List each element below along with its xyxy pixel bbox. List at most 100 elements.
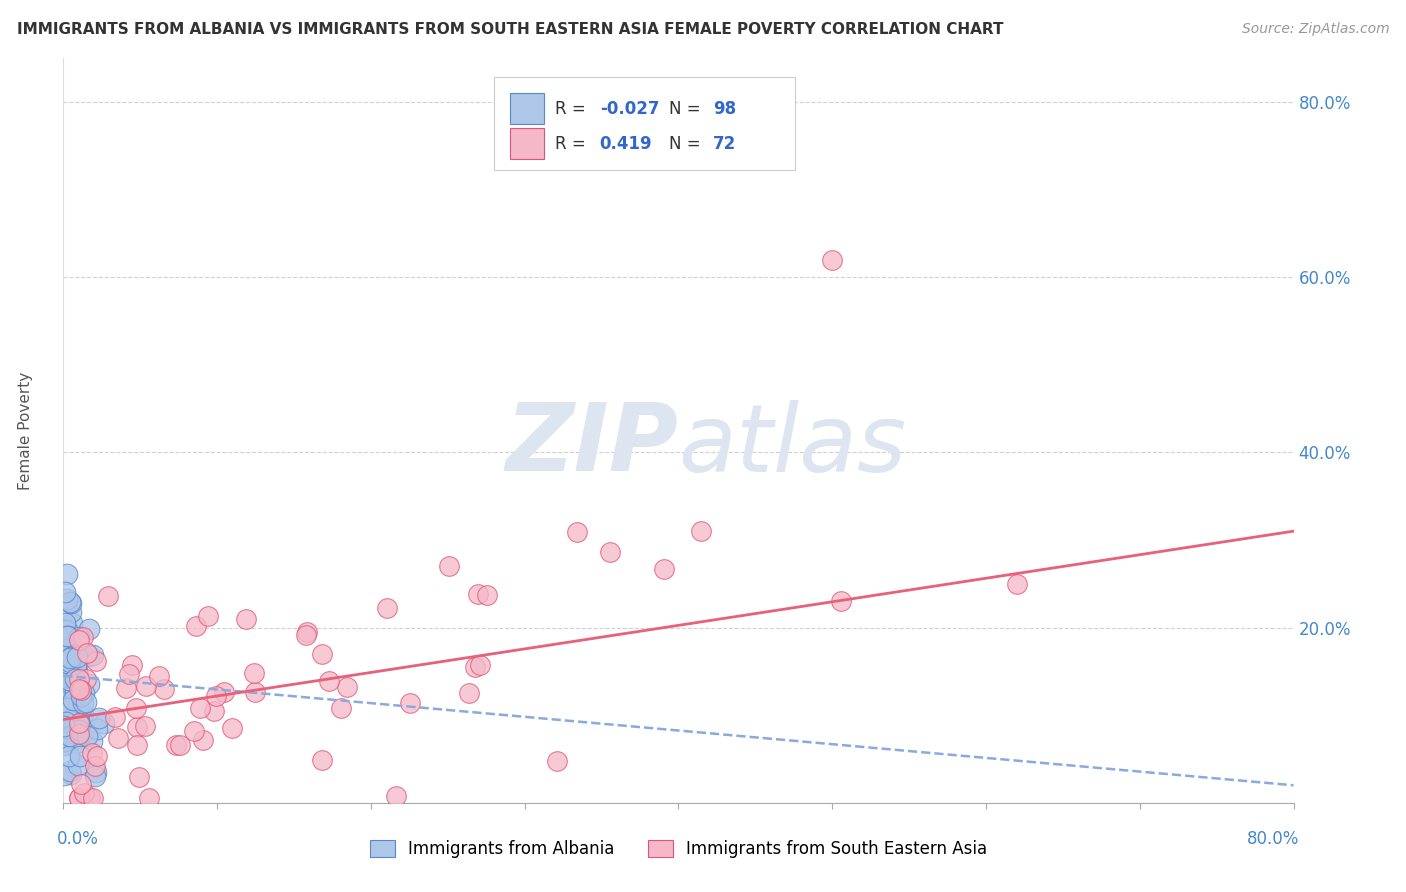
Point [84, 654, 107, 668]
Point [69, 690, 91, 704]
Point [70, 683, 93, 698]
Point [60, 713, 83, 727]
Point [55, 714, 77, 729]
Point [55, 704, 77, 718]
Point [53, 676, 76, 690]
Point [295, 624, 318, 639]
Point [55, 651, 77, 665]
FancyBboxPatch shape [494, 77, 796, 169]
Point [59, 646, 82, 660]
Point [689, 524, 711, 538]
Point [67, 791, 90, 805]
Point [59, 764, 82, 779]
Point [55, 648, 77, 663]
Point [53, 640, 76, 655]
Point [60, 616, 83, 631]
Point [56, 591, 79, 606]
Point [58, 709, 80, 723]
Point [66, 758, 89, 772]
Point [77, 677, 100, 691]
Point [59, 700, 82, 714]
Point [58, 639, 80, 653]
Point [82, 648, 104, 662]
Point [197, 609, 219, 624]
Point [72, 696, 94, 710]
Point [93, 715, 115, 730]
Point [191, 733, 214, 747]
Point [62, 661, 84, 675]
Point [464, 660, 486, 674]
Point [1005, 576, 1028, 591]
Point [75, 695, 97, 709]
Point [67, 726, 90, 740]
Point [69, 723, 91, 738]
Text: 98: 98 [713, 100, 735, 118]
Point [55, 716, 77, 731]
Point [56, 675, 79, 690]
Text: 0.0%: 0.0% [58, 830, 98, 847]
Point [62, 698, 84, 713]
Point [60, 706, 83, 721]
Point [82, 791, 104, 805]
Point [59, 663, 82, 677]
Point [135, 679, 157, 693]
Point [117, 666, 139, 681]
Point [204, 689, 226, 703]
Point [56, 700, 79, 714]
Point [53, 733, 76, 747]
Point [58, 702, 80, 716]
Point [59, 647, 82, 661]
Point [56, 566, 79, 581]
Point [565, 524, 588, 539]
Point [69, 718, 91, 732]
Point [66, 650, 89, 665]
Point [53, 641, 76, 656]
Point [58, 667, 80, 681]
Text: 80.0%: 80.0% [1247, 830, 1299, 847]
Point [67, 673, 90, 687]
Point [467, 587, 489, 601]
Point [55, 624, 77, 638]
Point [58, 749, 80, 764]
Point [72, 707, 94, 722]
Point [125, 720, 148, 734]
Text: R =: R = [555, 135, 592, 153]
Text: atlas: atlas [678, 400, 907, 491]
Point [125, 738, 148, 752]
Point [69, 689, 91, 703]
Point [72, 686, 94, 700]
Point [70, 777, 93, 791]
Point [329, 700, 352, 714]
Point [169, 738, 191, 752]
Point [59, 651, 82, 665]
Point [69, 729, 91, 743]
FancyBboxPatch shape [510, 128, 544, 160]
Point [59, 655, 82, 669]
Point [546, 755, 568, 769]
Point [235, 612, 257, 626]
Point [77, 648, 100, 663]
Point [477, 588, 499, 602]
Point [468, 657, 491, 672]
Point [59, 650, 82, 665]
Point [62, 693, 84, 707]
Point [53, 584, 76, 599]
Point [59, 605, 82, 619]
Point [652, 562, 675, 576]
Point [243, 666, 266, 681]
Point [188, 701, 211, 715]
Point [58, 673, 80, 687]
Point [128, 770, 150, 784]
Point [86, 722, 108, 736]
Point [67, 791, 90, 805]
Point [53, 654, 76, 668]
Point [53, 719, 76, 733]
Point [65, 672, 87, 686]
Point [67, 715, 90, 730]
Point [65, 657, 87, 672]
Point [82, 747, 104, 761]
Point [59, 641, 82, 656]
Point [121, 657, 143, 672]
Point [202, 704, 225, 718]
Text: -0.027: -0.027 [599, 100, 659, 118]
